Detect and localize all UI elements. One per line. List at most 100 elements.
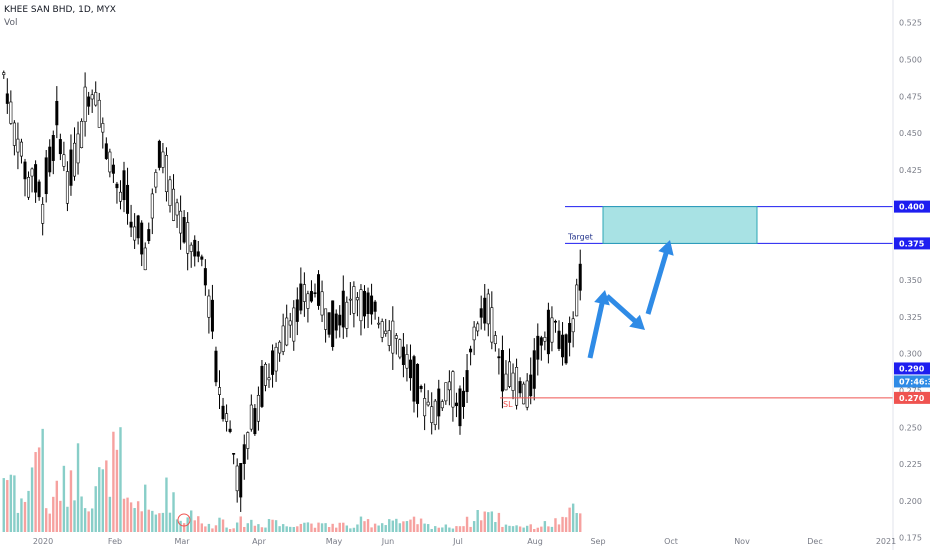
- volume-bar: [366, 519, 370, 532]
- stop-loss-label: SL: [503, 400, 513, 409]
- candle-body: [186, 222, 190, 254]
- candle-body: [140, 222, 144, 255]
- target-zone[interactable]: [602, 206, 758, 244]
- candle-body: [16, 138, 20, 153]
- candle-body: [578, 263, 582, 291]
- volume-bar: [373, 523, 377, 532]
- candle-body: [416, 363, 420, 404]
- volume-bar: [83, 508, 87, 532]
- volume-bar: [214, 525, 218, 532]
- volume-bar: [451, 528, 455, 532]
- volume-bar: [161, 512, 165, 532]
- candle-body: [263, 364, 267, 386]
- price-axis[interactable]: 0.525 0.500 0.475 0.450 0.425 0.400 0.375 0.350…: [892, 0, 932, 550]
- candle-body: [571, 318, 575, 333]
- volume-bar: [426, 524, 430, 532]
- volume-bar: [126, 497, 129, 532]
- candle-body: [62, 154, 66, 167]
- candle-body: [469, 348, 473, 353]
- volume-bar: [158, 513, 161, 532]
- volume-bar: [419, 518, 423, 532]
- volume-bar: [575, 513, 578, 532]
- candle-body: [419, 386, 423, 389]
- candle-body: [341, 290, 345, 328]
- volume-bar: [437, 527, 440, 532]
- target-high-tag: [894, 200, 930, 213]
- candle-body: [97, 99, 101, 128]
- volume-bar: [490, 511, 494, 532]
- price-tick-label: 0.175: [899, 534, 922, 543]
- projection-arrow: [605, 294, 645, 330]
- candle-body: [458, 388, 462, 427]
- candle-body: [73, 142, 77, 177]
- volume-bar: [317, 522, 320, 532]
- candle-body: [394, 335, 398, 339]
- volume-bar: [380, 523, 384, 532]
- projection-arrow: [645, 240, 674, 315]
- volume-bar: [398, 523, 402, 532]
- candle-body: [133, 226, 137, 241]
- volume-bar: [119, 427, 122, 532]
- candle-body: [324, 308, 328, 330]
- candle-body: [90, 94, 94, 100]
- event-marker-icon[interactable]: [177, 513, 191, 527]
- volume-bar: [547, 526, 550, 532]
- candle-body: [391, 320, 395, 354]
- candle-body: [58, 139, 62, 155]
- candle-body: [253, 408, 257, 435]
- time-axis[interactable]: 2020 Feb Mar Apr May Jun Jul Aug Sep Oct Nov Dec 202…: [33, 513, 896, 546]
- volume-bar: [554, 518, 557, 532]
- time-tick-label: Apr: [252, 537, 267, 546]
- price-tick-label: 0.450: [899, 129, 922, 138]
- candle-body: [232, 453, 236, 455]
- candle-body: [256, 394, 260, 422]
- volume-bar: [55, 480, 59, 532]
- candle-body: [320, 291, 324, 316]
- volume-bar: [472, 521, 476, 532]
- candle-body: [242, 444, 246, 464]
- volume-bar: [243, 526, 246, 532]
- volume-bar: [561, 516, 564, 532]
- candle-body: [497, 356, 501, 359]
- candle-body: [546, 309, 550, 355]
- candle-body: [440, 401, 444, 409]
- volume-bar: [402, 521, 405, 532]
- volume-bar: [384, 525, 387, 532]
- volume-bar: [122, 498, 126, 532]
- candle-body: [87, 96, 91, 107]
- volume-bar: [494, 522, 497, 532]
- candle-body: [405, 354, 409, 369]
- volume-bar: [52, 496, 55, 532]
- volume-bar: [405, 521, 409, 532]
- candle-body: [65, 171, 69, 204]
- candle-body: [472, 326, 476, 341]
- volume-bar: [557, 524, 561, 532]
- volume-bar: [179, 520, 182, 532]
- candle-body: [235, 465, 239, 492]
- candle-body: [447, 381, 451, 391]
- volume-bar: [345, 525, 349, 532]
- candle-body: [179, 210, 183, 234]
- price-tick-label: 0.225: [899, 460, 922, 469]
- volume-bar: [409, 519, 412, 532]
- volume-bars: [2, 427, 582, 532]
- volume-bar: [9, 474, 13, 532]
- time-tick-label: 2021: [876, 537, 896, 546]
- candle-body: [490, 307, 494, 343]
- volume-bar: [45, 508, 48, 532]
- candle-body: [182, 217, 186, 243]
- target-high-tag-text: 0.400: [899, 203, 925, 212]
- candle-body: [370, 295, 374, 315]
- candle-body: [80, 121, 84, 148]
- volume-bar: [550, 526, 554, 532]
- volume-bar: [250, 519, 253, 532]
- candle-body: [203, 268, 207, 286]
- volume-bar: [568, 507, 571, 532]
- volume-bar: [101, 469, 104, 532]
- candle-body: [168, 179, 172, 206]
- volume-bar: [23, 501, 27, 532]
- volume-bar: [313, 527, 317, 532]
- volume-bar: [327, 527, 331, 532]
- volume-bar: [441, 527, 444, 532]
